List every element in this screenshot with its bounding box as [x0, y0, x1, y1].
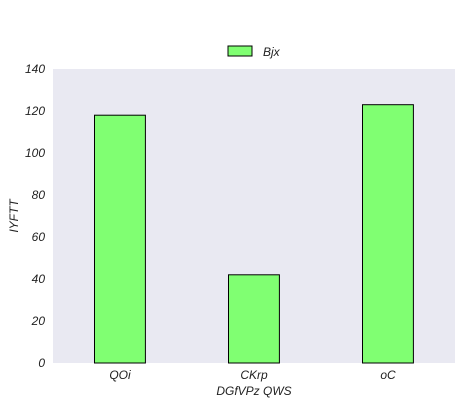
y-tick-label: 120	[25, 104, 45, 118]
y-tick-label: 20	[31, 314, 46, 328]
y-tick-label: 60	[32, 230, 46, 244]
legend-swatch	[227, 45, 253, 57]
y-tick-label: 0	[38, 356, 45, 370]
legend: Bjx	[227, 45, 281, 59]
bar-ckrp	[228, 274, 280, 364]
x-tick-label: QOi	[109, 368, 131, 382]
bar-qoi	[94, 114, 146, 364]
x-tick-label: CKrp	[240, 368, 268, 382]
x-axis-label: DGfVPz QWS	[216, 384, 291, 398]
y-tick-label: 40	[32, 272, 46, 286]
y-tick-label: 140	[25, 62, 45, 76]
y-axis-label: IYFTT	[7, 198, 21, 233]
x-tick-label: oC	[380, 368, 396, 382]
legend-label: Bjx	[263, 45, 281, 59]
x-tick-labels: QOi CKrp oC	[109, 368, 396, 382]
y-tick-labels: 0 20 40 60 80 100 120 140	[25, 62, 45, 370]
bars-group	[94, 104, 414, 364]
y-tick-label: 100	[25, 146, 45, 160]
y-tick-label: 80	[32, 188, 46, 202]
bar-oc	[362, 104, 414, 364]
